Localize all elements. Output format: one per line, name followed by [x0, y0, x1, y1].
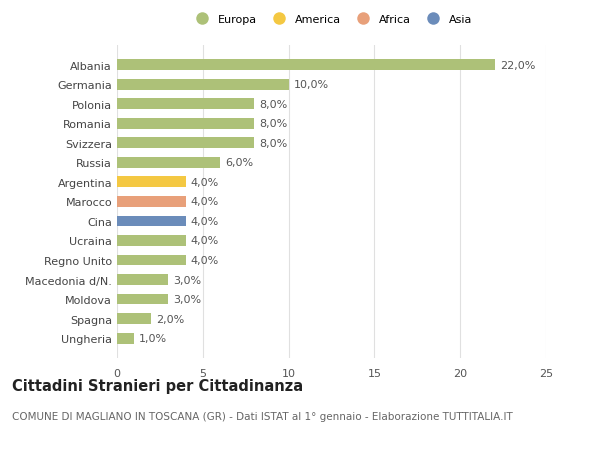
Text: 8,0%: 8,0%	[259, 100, 287, 109]
Text: 3,0%: 3,0%	[173, 295, 202, 304]
Bar	[117, 255, 185, 266]
Text: 22,0%: 22,0%	[500, 61, 535, 70]
Text: 3,0%: 3,0%	[173, 275, 202, 285]
Text: 8,0%: 8,0%	[259, 119, 287, 129]
Bar	[117, 177, 185, 188]
Text: 8,0%: 8,0%	[259, 139, 287, 148]
Bar	[117, 118, 254, 129]
Bar	[117, 79, 289, 90]
Text: 1,0%: 1,0%	[139, 334, 167, 343]
Text: Cittadini Stranieri per Cittadinanza: Cittadini Stranieri per Cittadinanza	[12, 379, 303, 394]
Bar	[117, 313, 151, 325]
Text: 4,0%: 4,0%	[191, 217, 219, 226]
Bar	[117, 196, 185, 207]
Bar	[117, 60, 494, 71]
Text: 4,0%: 4,0%	[191, 197, 219, 207]
Bar	[117, 138, 254, 149]
Bar	[117, 157, 220, 168]
Bar	[117, 235, 185, 246]
Text: COMUNE DI MAGLIANO IN TOSCANA (GR) - Dati ISTAT al 1° gennaio - Elaborazione TUT: COMUNE DI MAGLIANO IN TOSCANA (GR) - Dat…	[12, 411, 513, 421]
Bar	[117, 216, 185, 227]
Bar	[117, 274, 169, 285]
Text: 4,0%: 4,0%	[191, 236, 219, 246]
Text: 4,0%: 4,0%	[191, 178, 219, 187]
Text: 4,0%: 4,0%	[191, 256, 219, 265]
Text: 2,0%: 2,0%	[157, 314, 185, 324]
Text: 10,0%: 10,0%	[294, 80, 329, 90]
Bar	[117, 294, 169, 305]
Bar	[117, 99, 254, 110]
Legend: Europa, America, Africa, Asia: Europa, America, Africa, Asia	[187, 11, 476, 30]
Text: 6,0%: 6,0%	[225, 158, 253, 168]
Bar	[117, 333, 134, 344]
